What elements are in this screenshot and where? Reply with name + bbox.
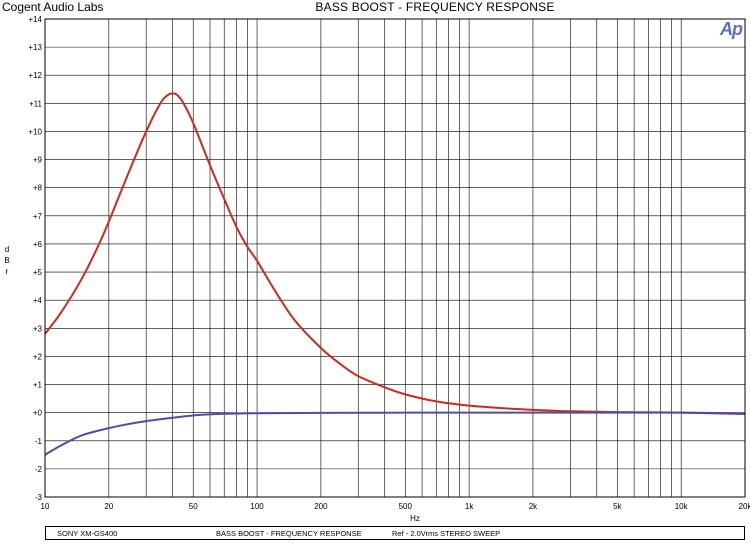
x-tick-label: 2k	[529, 502, 538, 511]
lab-name: Cogent Audio Labs	[2, 0, 104, 14]
ap-logo: Ap	[720, 19, 743, 39]
y-tick-label: +4	[33, 296, 43, 305]
footer-title: BASS BOOST - FREQUENCY RESPONSE	[216, 529, 362, 538]
footer-conditions: Ref - 2.0Vrms STEREO SWEEP	[392, 529, 501, 538]
y-tick-label: +8	[33, 184, 43, 193]
y-tick-label: +1	[33, 381, 43, 390]
y-tick-label: +10	[28, 127, 42, 136]
y-tick-label: -2	[35, 465, 43, 474]
y-tick-label: -1	[35, 437, 43, 446]
y-tick-label: +3	[33, 324, 43, 333]
plot-frame	[44, 18, 746, 498]
y-tick-label: +6	[33, 240, 43, 249]
x-tick-label: 5k	[613, 502, 622, 511]
y-tick-label: +0	[33, 409, 43, 418]
y-tick-label: +13	[28, 43, 42, 52]
footer-bar: SONY XM-GS400 BASS BOOST - FREQUENCY RES…	[45, 526, 745, 540]
y-tick-label: -3	[35, 493, 43, 502]
series-line-reference	[44, 411, 746, 456]
y-tick-label: +5	[33, 268, 43, 277]
y-tick-label: +14	[28, 15, 42, 24]
y-tick-labels: +14 +13 +12 +11 +10 +9 +8 +7 +6 +5 +4 +3 +2 +1 +0 -1 -2 -…	[28, 15, 42, 502]
x-tick-label: 20	[104, 502, 113, 511]
x-tick-label: 20k	[739, 502, 750, 511]
x-tick-label: 200	[314, 502, 328, 511]
x-tick-label: 500	[399, 502, 413, 511]
y-tick-label: +9	[33, 156, 43, 165]
chart-title: BASS BOOST - FREQUENCY RESPONSE	[315, 0, 555, 14]
chart-grid	[44, 18, 746, 498]
footer-device: SONY XM-GS400	[57, 529, 118, 538]
x-tick-label: 50	[189, 502, 198, 511]
y-tick-label: +2	[33, 352, 43, 361]
x-axis-label: Hz	[410, 514, 420, 523]
x-tick-labels: 10 20 50 100 200 500 1k 2k 5k 10k 20k	[41, 502, 750, 511]
series-line-bass-boost	[44, 92, 746, 416]
y-tick-label: +7	[33, 212, 43, 221]
y-tick-label: +12	[28, 71, 42, 80]
x-tick-label: 10k	[675, 502, 689, 511]
x-tick-label: 1k	[465, 502, 474, 511]
x-tick-label: 100	[250, 502, 264, 511]
series-lines	[44, 92, 746, 456]
x-tick-label: 10	[41, 502, 50, 511]
y-tick-label: +11	[29, 99, 43, 108]
